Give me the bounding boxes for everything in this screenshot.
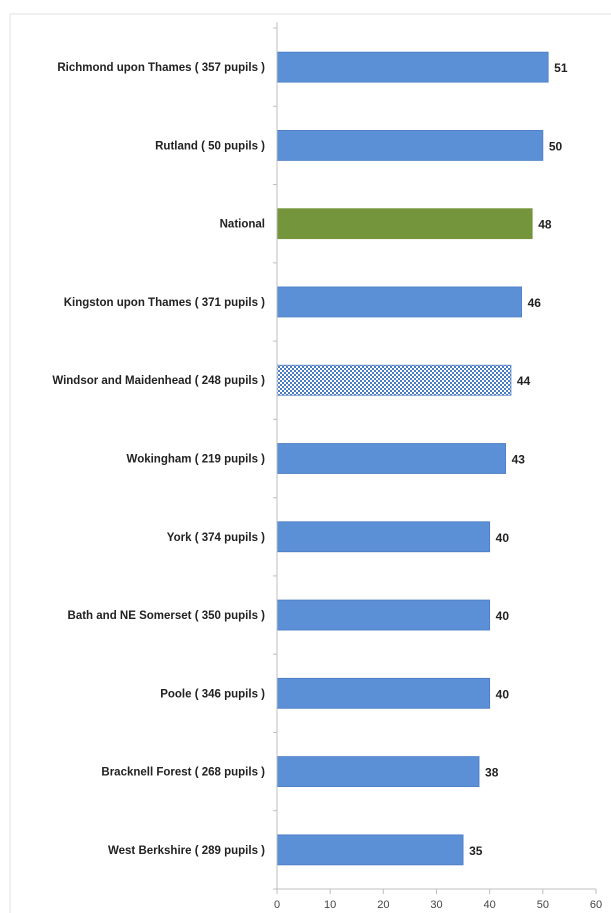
bars: Richmond upon Thames ( 357 pupils ) 51 Rut… xyxy=(52,51,568,866)
x-tick-label: 30 xyxy=(430,899,442,911)
category-label: Kingston upon Thames ( 371 pupils ) xyxy=(64,297,265,309)
bar xyxy=(276,364,512,396)
x-tick-label: 0 xyxy=(274,899,280,911)
bar xyxy=(276,599,491,631)
bar xyxy=(276,834,464,866)
bar xyxy=(276,286,522,318)
x-tick-label: 20 xyxy=(377,899,389,911)
bar xyxy=(276,756,480,787)
x-tick-label: 50 xyxy=(537,899,549,911)
data-label: 51 xyxy=(554,61,568,75)
category-label: National xyxy=(220,219,265,231)
bar xyxy=(276,521,491,553)
bar xyxy=(276,443,507,474)
category-label: Rutland ( 50 pupils ) xyxy=(155,140,265,152)
bar xyxy=(276,208,533,240)
x-tick-label: 10 xyxy=(324,899,336,911)
category-label: York ( 374 pupils ) xyxy=(167,532,265,544)
bar xyxy=(276,51,549,83)
x-axis: 0 10 20 30 40 50 60 xyxy=(273,22,602,911)
data-label: 40 xyxy=(496,687,510,701)
category-label: Richmond upon Thames ( 357 pupils ) xyxy=(57,62,265,74)
data-label: 43 xyxy=(512,453,526,467)
category-label: Windsor and Maidenhead ( 248 pupils ) xyxy=(52,375,265,387)
data-label: 35 xyxy=(469,844,483,858)
data-label: 40 xyxy=(496,609,510,623)
data-label: 38 xyxy=(485,766,499,780)
category-label: West Berkshire ( 289 pupils ) xyxy=(108,845,265,857)
x-tick-label: 40 xyxy=(484,899,496,911)
category-label: Bracknell Forest ( 268 pupils ) xyxy=(101,767,265,779)
category-label: Poole ( 346 pupils ) xyxy=(160,688,265,700)
x-tick-label: 60 xyxy=(590,899,602,911)
data-label: 40 xyxy=(496,531,510,545)
data-label: 44 xyxy=(517,374,531,388)
bar xyxy=(276,130,544,161)
category-label: Wokingham ( 219 pupils ) xyxy=(127,454,266,466)
data-label: 46 xyxy=(528,296,542,310)
category-label: Bath and NE Somerset ( 350 pupils ) xyxy=(68,610,266,622)
data-label: 48 xyxy=(538,218,552,232)
data-label: 50 xyxy=(549,139,563,153)
bar xyxy=(276,677,491,709)
